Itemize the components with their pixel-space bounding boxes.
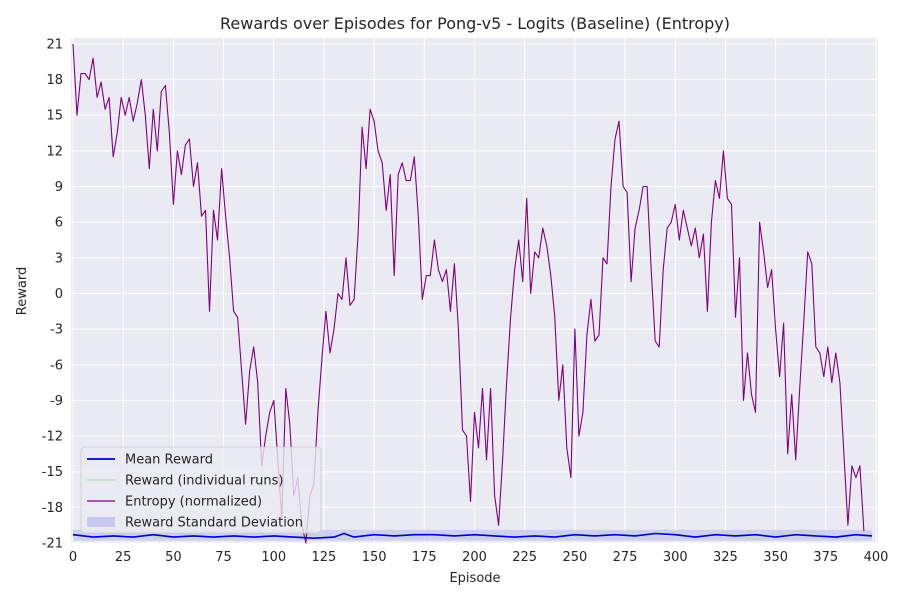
series-mean-reward — [72, 532, 873, 540]
x-tick-label: 200 — [462, 550, 487, 565]
x-tick-label: 275 — [613, 550, 638, 565]
x-tick-label: 100 — [261, 550, 286, 565]
y-tick-label: -15 — [42, 465, 63, 480]
x-tick-label: 350 — [763, 550, 788, 565]
y-tick-label: 9 — [55, 180, 63, 195]
x-tick-label: 75 — [215, 550, 232, 565]
legend-label-mean-reward: Mean Reward — [125, 453, 213, 468]
x-tick-labels: 0 25 50 75 100 125 150 175 200 225 250 275 300 325 350… — [69, 550, 889, 565]
y-tick-label: -3 — [50, 323, 63, 338]
legend-label-reward-individual-runs: Reward (individual runs) — [125, 474, 284, 489]
x-tick-label: 150 — [362, 550, 387, 565]
y-axis-label: Reward — [15, 267, 30, 315]
x-tick-label: 400 — [864, 550, 889, 565]
legend-label-reward-standard-deviation: Reward Standard Deviation — [125, 516, 303, 531]
legend-label-entropy-normalized: Entropy (normalized) — [125, 495, 262, 510]
y-tick-label: 0 — [55, 287, 63, 302]
x-tick-label: 25 — [115, 550, 132, 565]
x-tick-label: 225 — [512, 550, 537, 565]
series-entropy-normalized — [72, 43, 865, 544]
x-tick-label: 175 — [412, 550, 437, 565]
x-tick-label: 375 — [813, 550, 838, 565]
y-tick-label: -21 — [42, 537, 63, 552]
y-tick-label: -6 — [50, 358, 63, 373]
x-tick-label: 0 — [69, 550, 77, 565]
x-tick-label: 50 — [165, 550, 182, 565]
y-tick-label: -12 — [42, 430, 63, 445]
y-tick-label: 15 — [46, 109, 63, 124]
x-tick-label: 125 — [312, 550, 337, 565]
y-tick-label: 3 — [55, 251, 63, 266]
x-tick-label: 250 — [562, 550, 587, 565]
chart-title: Rewards over Episodes for Pong-v5 - Logi… — [220, 14, 730, 33]
legend-swatch-reward-standard-deviation — [87, 517, 115, 527]
x-axis-label: Episode — [449, 571, 500, 586]
y-tick-label: -9 — [50, 394, 63, 409]
y-tick-label: 12 — [46, 144, 63, 159]
series-layer — [72, 43, 873, 544]
y-tick-label: 18 — [46, 73, 63, 88]
y-tick-label: -18 — [42, 501, 63, 516]
y-tick-label: 21 — [46, 37, 63, 52]
legend-box — [80, 446, 322, 534]
gridlines — [71, 38, 878, 544]
x-tick-label: 325 — [713, 550, 738, 565]
y-tick-labels: -21 -18 -15 -12 -9 -6 -3 0 3 6 9 12 15 18 21 — [42, 37, 63, 551]
y-tick-label: 6 — [55, 216, 63, 231]
x-tick-label: 300 — [663, 550, 688, 565]
legend: Mean Reward Reward (individual runs) Entro… — [80, 446, 322, 534]
